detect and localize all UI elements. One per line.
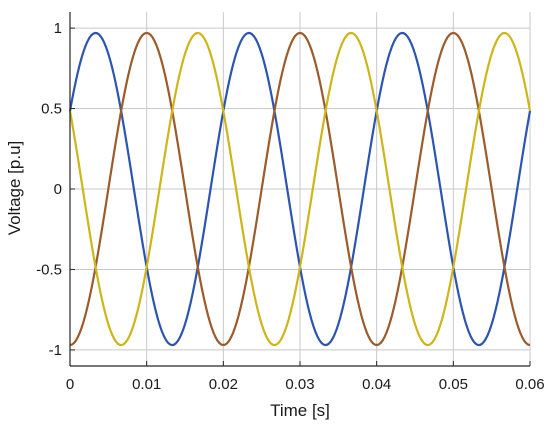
- grid-lines: [69, 12, 531, 366]
- y-tick-label: 0: [54, 181, 62, 198]
- x-tick-label: 0.06: [515, 376, 544, 393]
- x-tick-label: 0: [66, 376, 74, 393]
- x-tick-label: 0.03: [285, 376, 314, 393]
- x-tick-label: 0.01: [132, 376, 161, 393]
- y-tick-label: -0.5: [36, 261, 62, 278]
- series-line-2: [69, 31, 531, 347]
- tick-labels: 0 0.01 0.02 0.03 0.04 0.05 0.06 1 0.5 0 -0.5 -1: [36, 20, 544, 393]
- x-axis-label: Time [s]: [270, 401, 330, 420]
- x-tick-label: 0.05: [439, 376, 468, 393]
- x-tick-label: 0.02: [209, 376, 238, 393]
- series-layer: [68, 31, 532, 347]
- y-axis-label: Voltage [p.u]: [5, 141, 24, 236]
- y-tick-label: -1: [49, 342, 62, 359]
- axes: [69, 12, 531, 367]
- y-tick-label: 1: [54, 20, 62, 37]
- x-tick-label: 0.04: [362, 376, 391, 393]
- series-line-3: [68, 31, 532, 347]
- y-tick-label: 0.5: [41, 101, 62, 118]
